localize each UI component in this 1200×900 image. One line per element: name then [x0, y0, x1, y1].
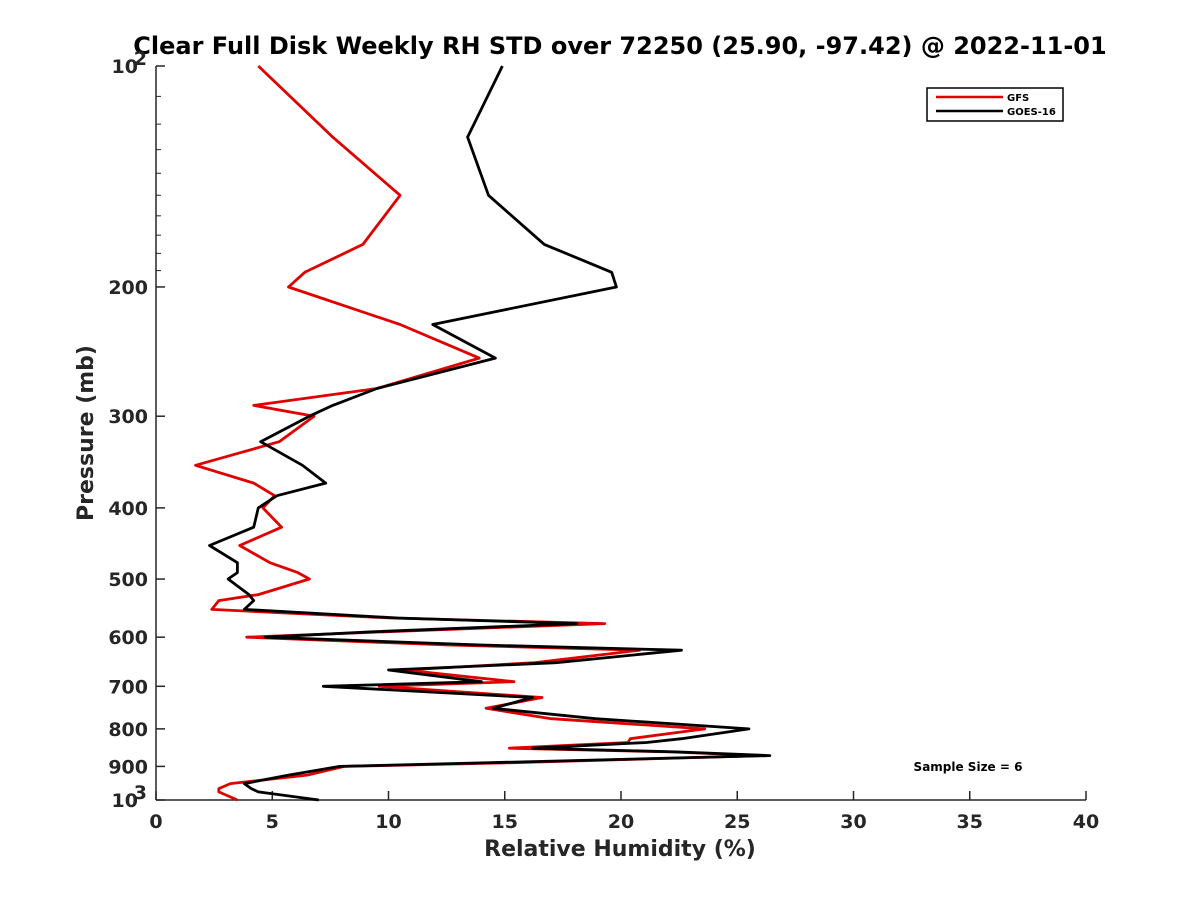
- y-tick-label: 700: [108, 676, 148, 698]
- y-tick-label: 800: [108, 719, 148, 741]
- x-tick-label: 10: [375, 811, 401, 833]
- x-axis-label: Relative Humidity (%): [484, 837, 756, 862]
- chart-title: Clear Full Disk Weekly RH STD over 72250…: [133, 32, 1106, 60]
- series-line-gfs: [194, 64, 765, 802]
- x-axis-ticks: 0 5 10 15 20 25 30 35 40: [149, 791, 1099, 833]
- x-tick-label: 20: [608, 811, 634, 833]
- axes: [155, 66, 1086, 801]
- y-tick-label: 500: [108, 569, 148, 591]
- x-tick-label: 35: [957, 811, 983, 833]
- y-tick-label: 10: [112, 56, 138, 78]
- y-tick-label: 400: [108, 498, 148, 520]
- sample-size-annotation: Sample Size = 6: [914, 760, 1023, 774]
- y-tick-label: 300: [108, 406, 148, 428]
- x-tick-label: 15: [492, 811, 518, 833]
- x-tick-label: 0: [149, 811, 162, 833]
- legend-box: [926, 87, 1064, 122]
- y-tick-label: 900: [108, 756, 148, 778]
- legend-label-gfs: GFS: [1007, 93, 1029, 104]
- y-tick-exponent: 2: [134, 48, 147, 70]
- x-tick-label: 40: [1073, 811, 1099, 833]
- y-tick-exponent: 3: [134, 782, 147, 804]
- x-tick-label: 5: [266, 811, 279, 833]
- x-tick-label: 30: [840, 811, 866, 833]
- series-line-goes16: [208, 65, 772, 802]
- series-lines: [194, 64, 772, 802]
- legend-label-goes16: GOES-16: [1007, 107, 1056, 118]
- y-tick-label: 600: [108, 627, 148, 649]
- y-axis-label: Pressure (mb): [74, 345, 99, 521]
- legend: GFS GOES-16: [926, 87, 1064, 122]
- x-tick-label: 25: [724, 811, 750, 833]
- y-tick-label: 10: [112, 790, 138, 812]
- y-tick-label: 200: [108, 277, 148, 299]
